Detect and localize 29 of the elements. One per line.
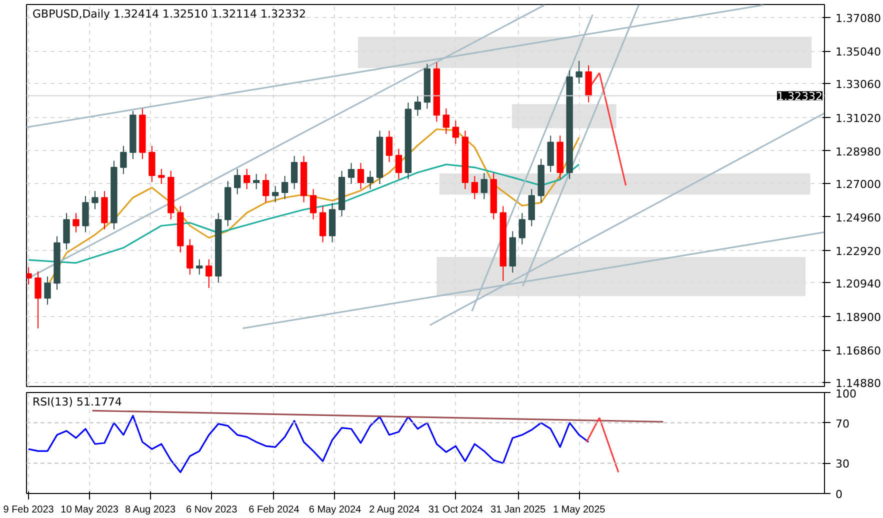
- x-tick-label: 6 Feb 2024: [248, 504, 300, 516]
- x-tick-label: 9 Feb 2023: [3, 504, 54, 516]
- y-tick-label: 1.14880: [836, 377, 881, 390]
- x-tick-label: 6 May 2024: [308, 504, 362, 516]
- y-tick-label: 1.27000: [836, 178, 881, 191]
- x-tick-label: 8 Aug 2023: [124, 504, 176, 516]
- y-tick-label: 1.24960: [836, 211, 881, 224]
- y-tick-label: 1.22920: [836, 244, 881, 258]
- y-tick-label: 70: [836, 417, 850, 430]
- y-tick-label: 0: [836, 488, 842, 501]
- chart-title: GBPUSD,Daily 1.32414 1.32510 1.32114 1.32332: [32, 8, 306, 20]
- x-tick-label: 6 Nov 2023: [186, 504, 238, 516]
- y-tick-label: 1.37080: [836, 12, 881, 26]
- x-tick-label: 2 Aug 2024: [369, 504, 420, 516]
- x-tick-label: 31 Oct 2024: [428, 504, 484, 516]
- y-tick-label: 1.35040: [836, 46, 881, 59]
- y-tick-label: 1.28980: [836, 145, 881, 158]
- y-tick-label: 1.18900: [836, 310, 881, 324]
- x-tick-label: 1 May 2025: [552, 504, 606, 516]
- y-tick-label: 1.33060: [836, 78, 881, 92]
- chart-title: RSI(13) 51.1774: [32, 396, 122, 408]
- y-tick-label: 100: [836, 388, 856, 400]
- y-tick-label: 1.31020: [836, 112, 881, 125]
- y-tick-label: 1.16860: [836, 344, 881, 358]
- x-tick-label: 10 May 2023: [60, 504, 119, 516]
- y-tick-label: 1.20940: [836, 277, 881, 290]
- ref-line-label: 1.32332: [777, 90, 823, 104]
- x-tick-label: 31 Jan 2025: [490, 504, 546, 516]
- y-tick-label: 30: [836, 458, 850, 471]
